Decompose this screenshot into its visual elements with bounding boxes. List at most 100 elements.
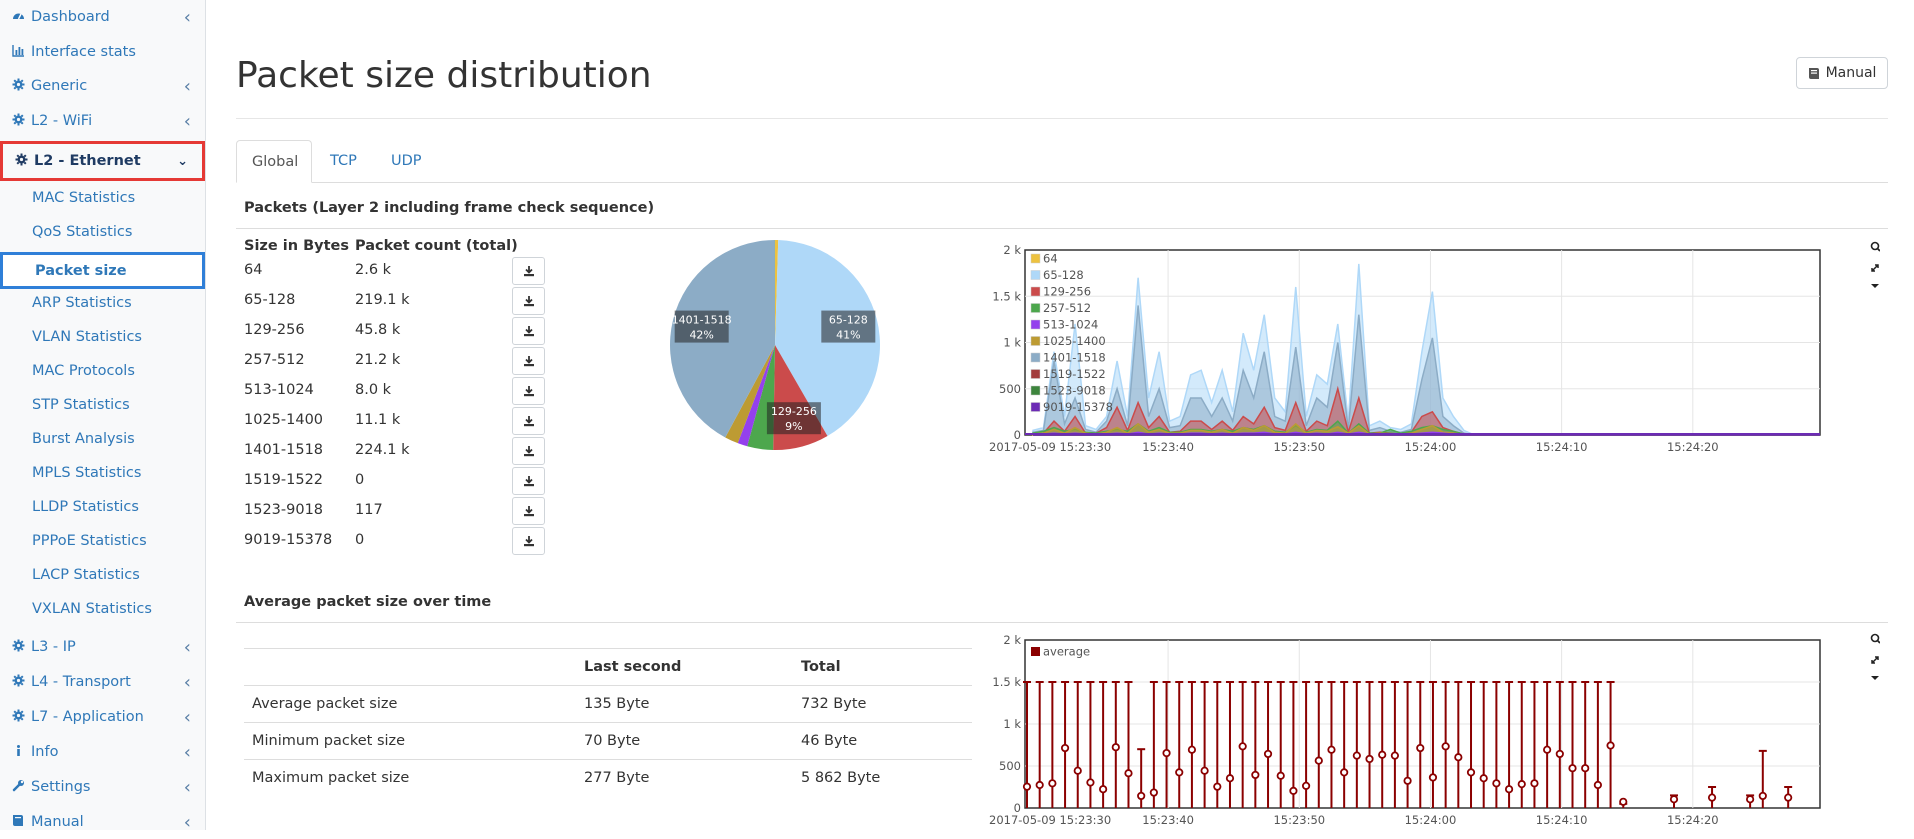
zoom-tools[interactable]: [1871, 635, 1880, 681]
avg-point: [1075, 768, 1081, 774]
sidebar-item-manual[interactable]: Manual‹: [0, 805, 205, 839]
sidebar-item-l2-wifi[interactable]: L2 - WiFi‹: [0, 104, 205, 138]
avg-point: [1189, 747, 1195, 753]
avg-point: [1024, 783, 1030, 789]
sidebar-item-l4-transport[interactable]: L4 - Transport‹: [0, 665, 205, 699]
avg-point: [1481, 775, 1487, 781]
sidebar-subitem-stp-statistics[interactable]: STP Statistics: [0, 388, 205, 422]
download-button[interactable]: [512, 407, 545, 435]
sidebar-subitem-lldp-statistics[interactable]: LLDP Statistics: [0, 490, 205, 524]
x-tick-label: 2017-05-09 15:23:30: [989, 440, 1111, 454]
avg-point: [1328, 747, 1334, 753]
legend-swatch: [1031, 271, 1040, 280]
sidebar-subitem-burst-analysis[interactable]: Burst Analysis: [0, 422, 205, 456]
packet-size-label: 65-128: [244, 292, 295, 308]
col-count-header: Packet count (total): [355, 238, 518, 254]
legend-swatch: [1031, 386, 1040, 395]
sidebar-subitem-pppoe-statistics[interactable]: PPPoE Statistics: [0, 524, 205, 558]
download-button[interactable]: [512, 497, 545, 525]
download-icon: [523, 325, 535, 337]
avg-point: [1417, 745, 1423, 751]
download-button[interactable]: [512, 287, 545, 315]
zoom-icon[interactable]: [1872, 243, 1879, 250]
avg-point: [1455, 754, 1461, 760]
packet-count-value: 45.8 k: [355, 322, 400, 338]
download-icon: [523, 475, 535, 487]
avg-point: [1214, 783, 1220, 789]
chevron-left-icon: ‹: [184, 637, 191, 658]
packet-size-label: 129-256: [244, 322, 305, 338]
avg-point: [1176, 769, 1182, 775]
download-button[interactable]: [512, 347, 545, 375]
avg-point: [1379, 752, 1385, 758]
sidebar-item-settings[interactable]: Settings‹: [0, 770, 205, 804]
avg-point: [1404, 778, 1410, 784]
download-icon: [523, 265, 535, 277]
packet-size-label: 1523-9018: [244, 502, 323, 518]
avg-point: [1519, 781, 1525, 787]
tab-udp[interactable]: UDP: [376, 140, 437, 182]
sidebar-item-label: L4 - Transport: [31, 674, 131, 690]
sidebar-item-interface-stats[interactable]: Interface stats: [0, 35, 205, 69]
menu-caret-icon[interactable]: [1871, 676, 1879, 680]
avg-point: [1087, 779, 1093, 785]
sidebar-subitem-mac-statistics[interactable]: MAC Statistics: [0, 181, 205, 215]
avg-point: [1290, 788, 1296, 794]
sidebar-subitem-lacp-statistics[interactable]: LACP Statistics: [0, 558, 205, 592]
legend-swatch: [1031, 403, 1040, 412]
x-tick-label: 15:24:20: [1667, 813, 1719, 827]
tab-global[interactable]: Global: [236, 140, 312, 183]
download-button[interactable]: [512, 437, 545, 465]
page-title: Packet size distribution: [236, 55, 652, 96]
download-button[interactable]: [512, 527, 545, 555]
sidebar-subitem-vxlan-statistics[interactable]: VXLAN Statistics: [0, 592, 205, 626]
col-size-header: Size in Bytes: [244, 238, 349, 254]
avg-point: [1760, 793, 1766, 799]
sidebar-subitem-mac-protocols[interactable]: MAC Protocols: [0, 354, 205, 388]
pie-label-pct: 42%: [689, 329, 713, 342]
download-button[interactable]: [512, 317, 545, 345]
row-label: Maximum packet size: [252, 770, 409, 786]
chevron-left-icon: ‹: [184, 7, 191, 28]
dashboard-icon: [11, 9, 25, 26]
menu-caret-icon[interactable]: [1871, 284, 1879, 288]
manual-button[interactable]: Manual: [1796, 57, 1888, 89]
row-last: 277 Byte: [584, 770, 649, 786]
y-tick-label: 500: [999, 382, 1021, 396]
chevron-down-icon: ⌄: [177, 154, 188, 169]
zoom-tools[interactable]: [1871, 243, 1880, 289]
download-button[interactable]: [512, 257, 545, 285]
sidebar-item-generic[interactable]: Generic‹: [0, 69, 205, 103]
legend-swatch: [1031, 254, 1040, 263]
sidebar-item-dashboard[interactable]: Dashboard‹: [0, 0, 205, 34]
row-total: 46 Byte: [801, 733, 857, 749]
reset-zoom-icon[interactable]: [1872, 657, 1878, 663]
download-button[interactable]: [512, 467, 545, 495]
tab-tcp[interactable]: TCP: [315, 140, 372, 182]
sidebar-subitem-arp-statistics[interactable]: ARP Statistics: [0, 286, 205, 320]
packet-count-value: 0: [355, 532, 364, 548]
sidebar-subitem-vlan-statistics[interactable]: VLAN Statistics: [0, 320, 205, 354]
sidebar-subitem-mpls-statistics[interactable]: MPLS Statistics: [0, 456, 205, 490]
zoom-icon[interactable]: [1872, 635, 1879, 642]
avg-point: [1049, 780, 1055, 786]
reset-zoom-icon[interactable]: [1872, 265, 1878, 271]
tab-bar: Global TCP UDP: [236, 140, 1888, 183]
sidebar-item-info[interactable]: Info‹: [0, 735, 205, 769]
sidebar-item-l3-ip[interactable]: L3 - IP ‹: [0, 630, 205, 664]
download-button[interactable]: [512, 377, 545, 405]
avg-point: [1239, 743, 1245, 749]
book-icon: [1808, 67, 1820, 80]
sidebar-item-l7-application[interactable]: L7 - Application‹: [0, 700, 205, 734]
sidebar-subitem-qos-statistics[interactable]: QoS Statistics: [0, 215, 205, 249]
avg-point: [1265, 751, 1271, 757]
packet-size-label: 1519-1522: [244, 472, 323, 488]
legend-label: 64: [1043, 252, 1058, 266]
sidebar-item-l2-ethernet[interactable]: L2 - Ethernet⌄: [0, 141, 205, 181]
sidebar-item-label: L3 - IP: [31, 639, 76, 655]
pie-label: 129-256: [771, 405, 817, 418]
sidebar-subitem-packet-size[interactable]: Packet size: [0, 252, 205, 289]
